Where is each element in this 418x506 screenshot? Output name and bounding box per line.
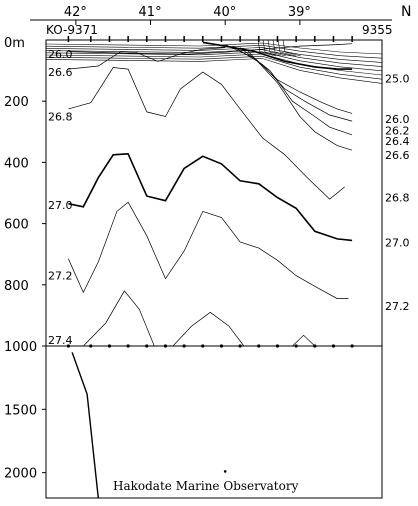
axes: 42° 41° 40° 39° 200 400 600 800 1000 1500 2000 (4, 5, 354, 482)
front-line (277, 39, 297, 57)
station-bottom-dot (350, 344, 354, 348)
station-bottom-dot (238, 344, 242, 348)
station-bottom-dot (331, 344, 336, 348)
isopycnal-line (68, 201, 349, 299)
station-right-label: 9355 (362, 23, 393, 37)
isopycnal-line (172, 311, 245, 347)
depth-tick-label: 1500 (4, 403, 37, 418)
front-line (262, 39, 282, 57)
station-left-label: KO-9371 (46, 23, 98, 37)
station-bottom-dot (219, 344, 224, 348)
isopycnal-line (202, 41, 353, 70)
depth-tick-label: 400 (4, 156, 29, 171)
deep-isopycnal-line (71, 352, 99, 499)
lat-tick-label: 42° (64, 5, 87, 20)
isopycnal-line (68, 67, 345, 200)
isopycnal-label: 26.6 (48, 66, 73, 79)
isopycnal-label: 27.2 (48, 270, 73, 283)
front-line (257, 39, 277, 57)
data-dot (223, 470, 227, 473)
station-bottom-dot (66, 344, 70, 348)
isopycnal-line (83, 290, 155, 347)
north-label: N (401, 4, 411, 20)
isopycnal-line (68, 152, 353, 242)
surface-layer-line (45, 55, 383, 80)
lower-panel-frame (45, 345, 383, 499)
isopycnal-label: 27.0 (385, 237, 410, 250)
isopycnal-label: 25.0 (385, 72, 410, 85)
credit-label: Hakodate Marine Observatory (113, 479, 299, 493)
isopycnal-label: 26.0 (385, 113, 410, 126)
front-line (282, 39, 302, 57)
isopycnal-label: 26.0 (48, 48, 73, 61)
depth-tick-label: 1000 (4, 340, 37, 355)
contour-labels: 26.026.6 25.026.026.226.426.626.826.827.0… (48, 48, 410, 347)
isopycnal-line (292, 334, 316, 347)
isopycnal-line (68, 43, 353, 55)
station-bottom-dot (201, 344, 205, 348)
station-bottom-dot (163, 344, 168, 348)
isopycnal-line (239, 47, 353, 136)
isopycnal-label: 26.8 (385, 192, 410, 205)
chart-frame (30, 19, 392, 499)
isopycnal-label: 26.6 (385, 149, 410, 162)
surface-layer-line (45, 51, 383, 72)
surface-layer-line (45, 47, 383, 63)
surface-layer-line (45, 44, 383, 59)
station-bottom-dot (313, 344, 317, 348)
depth-tick-label: 800 (4, 279, 29, 294)
isopycnal-label: 27.0 (48, 199, 73, 212)
isopycnal-contours (45, 39, 383, 499)
lat-tick-label: 40° (213, 5, 236, 20)
lat-tick-label: 39° (288, 5, 311, 20)
front-line (272, 39, 292, 57)
lat-tick-label: 41° (139, 5, 162, 20)
isopycnal-line (232, 45, 353, 122)
isopycnal-line (247, 50, 353, 151)
depth-tick-label: 2000 (4, 467, 37, 482)
isopycnal-label: 27.4 (48, 334, 73, 347)
station-bottom-dot (89, 344, 93, 348)
isopycnal-line (68, 47, 226, 70)
front-line (267, 39, 287, 57)
depth-zero-label: 0m (4, 36, 25, 51)
station-bottom-dot (294, 344, 298, 348)
isopycnal-label: 27.2 (385, 300, 410, 313)
surface-layer-line (45, 42, 383, 55)
isopycnal-label: 26.4 (385, 135, 410, 148)
isopycnal-label: 26.2 (385, 124, 410, 137)
station-bottom-dot (182, 344, 186, 348)
surface-layer-line (45, 53, 383, 76)
station-bottom-dot (107, 344, 112, 348)
station-bottom-dot (275, 344, 280, 348)
depth-tick-label: 600 (4, 218, 29, 233)
surface-layer-line (45, 58, 383, 84)
station-bottom-dot (126, 344, 130, 348)
station-bottom-dot (257, 344, 261, 348)
isopycnal-label: 26.8 (48, 111, 73, 124)
depth-tick-label: 200 (4, 95, 29, 110)
upper-panel-frame (45, 39, 383, 347)
station-bottom-dot (145, 344, 149, 348)
